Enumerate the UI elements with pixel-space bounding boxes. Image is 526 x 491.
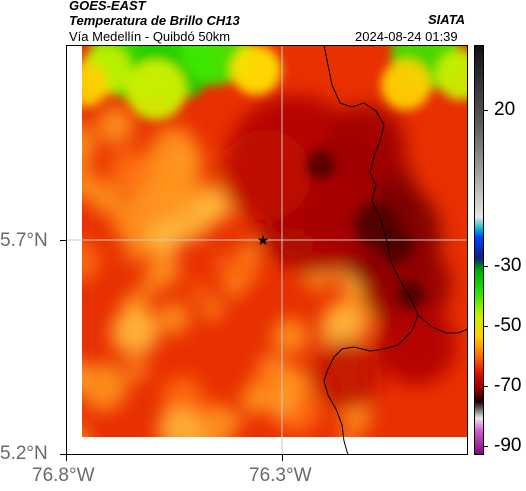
colorbar-tickmark	[484, 266, 488, 267]
colorbar-tickmark	[484, 386, 488, 387]
region-label: Vía Medellín - Quibdó 50km	[69, 29, 231, 44]
no-data-strip	[66, 437, 468, 455]
org-label: SIATA	[428, 12, 466, 27]
colorbar-tick-label: 20	[494, 99, 516, 120]
brightness-temperature-map: ★	[66, 45, 468, 455]
y-tick-label: 5.2°N	[0, 443, 48, 464]
colorbar-tickmark	[484, 326, 488, 327]
colorbar-tick-label: -90	[494, 435, 522, 456]
colorbar-tickmark	[484, 446, 488, 447]
boundary-line	[323, 45, 468, 455]
source-title: GOES-EAST	[69, 0, 146, 13]
product-title: Temperatura de Brillo CH13	[69, 13, 240, 28]
colorbar-tick-label: -70	[494, 375, 522, 396]
x-tickmark	[66, 455, 67, 461]
colorbar-tickmark	[484, 110, 488, 111]
no-data-left	[66, 45, 82, 455]
colorbar-tick-label: -30	[494, 255, 522, 276]
map-frame	[66, 45, 468, 455]
colorbar-frame	[474, 45, 484, 455]
x-tick-label: 76.3°W	[249, 465, 312, 486]
y-tickmark	[60, 240, 66, 241]
datetime-label: 2024-08-24 01:39	[355, 29, 458, 44]
y-tickmark	[60, 454, 66, 455]
y-tick-label: 5.7°N	[0, 230, 48, 251]
x-tickmark	[282, 455, 283, 461]
star-icon: ★	[257, 232, 270, 248]
x-tick-label: 76.8°W	[32, 465, 95, 486]
colorbar	[474, 45, 484, 455]
colorbar-tick-label: -50	[494, 315, 522, 336]
